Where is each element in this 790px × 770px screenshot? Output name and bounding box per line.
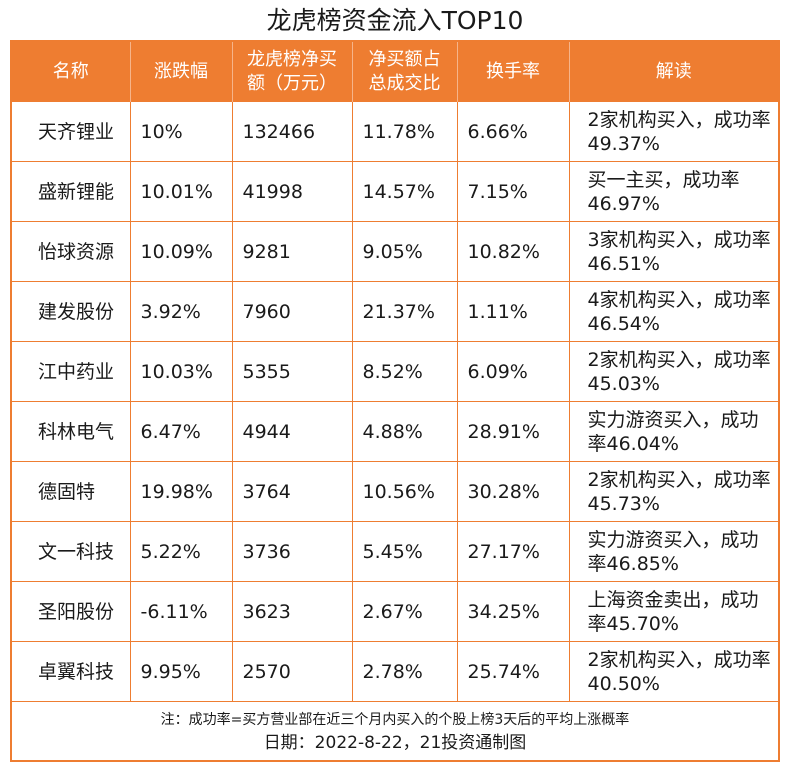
header-name: 名称	[12, 42, 130, 102]
cell-net-buy: 7960	[232, 281, 353, 342]
cell-change: 10.03%	[130, 341, 233, 402]
footer: 注：成功率=买方营业部在近三个月内买入的个股上榜3天后的平均上涨概率 日期：20…	[12, 703, 778, 755]
cell-net-ratio: 9.05%	[352, 221, 458, 282]
cell-change: -6.11%	[130, 581, 233, 642]
header-change: 涨跌幅	[129, 42, 232, 102]
cell-interpretation: 2家机构买入，成功率45.03%	[569, 341, 778, 402]
table-row: 盛新锂能 10.01% 41998 14.57% 7.15% 买一主买，成功率46.97%	[12, 161, 778, 222]
header-interpretation: 解读	[568, 42, 778, 102]
table-row: 圣阳股份 -6.11% 3623 2.67% 34.25% 上海资金卖出，成功率45.70…	[12, 581, 778, 642]
cell-net-buy: 4944	[232, 401, 353, 462]
cell-change: 6.47%	[130, 401, 233, 462]
cell-net-buy: 9281	[232, 221, 353, 282]
cell-turnover: 6.66%	[457, 102, 570, 162]
cell-name: 圣阳股份	[12, 581, 131, 642]
cell-net-ratio: 2.78%	[352, 641, 458, 702]
cell-interpretation: 买一主买，成功率46.97%	[569, 161, 778, 222]
top10-table: 名称 涨跌幅 龙虎榜净买额（万元） 净买额占总成交比 换手率 解读 天齐锂业 10…	[12, 42, 778, 702]
cell-interpretation: 2家机构买入，成功率49.37%	[569, 102, 778, 162]
cell-name: 文一科技	[12, 521, 131, 582]
cell-net-buy: 5355	[232, 341, 353, 402]
cell-net-ratio: 14.57%	[352, 161, 458, 222]
cell-name: 科林电气	[12, 401, 131, 462]
cell-net-ratio: 8.52%	[352, 341, 458, 402]
cell-name: 德固特	[12, 461, 131, 522]
cell-net-ratio: 21.37%	[352, 281, 458, 342]
cell-change: 3.92%	[130, 281, 233, 342]
header-net-buy: 龙虎榜净买额（万元）	[231, 42, 352, 102]
cell-net-ratio: 11.78%	[352, 102, 458, 162]
table-row: 德固特 19.98% 3764 10.56% 30.28% 2家机构买入，成功率45.73…	[12, 461, 778, 522]
cell-name: 天齐锂业	[12, 102, 131, 162]
cell-interpretation: 2家机构买入，成功率40.50%	[569, 641, 778, 702]
table-row: 江中药业 10.03% 5355 8.52% 6.09% 2家机构买入，成功率45.03%	[12, 341, 778, 402]
cell-turnover: 34.25%	[457, 581, 570, 642]
table-header-row: 名称 涨跌幅 龙虎榜净买额（万元） 净买额占总成交比 换手率 解读	[12, 42, 778, 102]
table-frame: 名称 涨跌幅 龙虎榜净买额（万元） 净买额占总成交比 换手率 解读 天齐锂业 10…	[10, 40, 780, 762]
cell-net-buy: 3736	[232, 521, 353, 582]
footnote: 注：成功率=买方营业部在近三个月内买入的个股上榜3天后的平均上涨概率	[160, 712, 630, 728]
cell-net-buy: 3764	[232, 461, 353, 522]
cell-net-ratio: 5.45%	[352, 521, 458, 582]
cell-turnover: 1.11%	[457, 281, 570, 342]
cell-net-buy: 132466	[232, 102, 353, 162]
table-row: 科林电气 6.47% 4944 4.88% 28.91% 实力游资买入，成功率46.04%	[12, 401, 778, 462]
cell-turnover: 6.09%	[457, 341, 570, 402]
cell-name: 盛新锂能	[12, 161, 131, 222]
table-row: 天齐锂业 10% 132466 11.78% 6.66% 2家机构买入，成功率49.37%	[12, 102, 778, 162]
cell-turnover: 27.17%	[457, 521, 570, 582]
cell-name: 卓翼科技	[12, 641, 131, 702]
cell-change: 10%	[130, 102, 233, 162]
table-row: 建发股份 3.92% 7960 21.37% 1.11% 4家机构买入，成功率46.54%	[12, 281, 778, 342]
cell-net-buy: 41998	[232, 161, 353, 222]
cell-change: 10.01%	[130, 161, 233, 222]
cell-interpretation: 2家机构买入，成功率45.73%	[569, 461, 778, 522]
cell-net-ratio: 2.67%	[352, 581, 458, 642]
date-credit: 日期：2022-8-22，21投资通制图	[263, 733, 527, 753]
cell-turnover: 30.28%	[457, 461, 570, 522]
cell-net-ratio: 4.88%	[352, 401, 458, 462]
cell-interpretation: 上海资金卖出，成功率45.70%	[569, 581, 778, 642]
table-row: 文一科技 5.22% 3736 5.45% 27.17% 实力游资买入，成功率46.85%	[12, 521, 778, 582]
cell-turnover: 10.82%	[457, 221, 570, 282]
cell-interpretation: 实力游资买入，成功率46.85%	[569, 521, 778, 582]
cell-net-buy: 2570	[232, 641, 353, 702]
cell-change: 5.22%	[130, 521, 233, 582]
table-row: 卓翼科技 9.95% 2570 2.78% 25.74% 2家机构买入，成功率40.50%	[12, 641, 778, 702]
cell-interpretation: 3家机构买入，成功率46.51%	[569, 221, 778, 282]
cell-change: 10.09%	[130, 221, 233, 282]
cell-name: 怡球资源	[12, 221, 131, 282]
cell-interpretation: 实力游资买入，成功率46.04%	[569, 401, 778, 462]
cell-name: 建发股份	[12, 281, 131, 342]
header-turnover: 换手率	[456, 42, 569, 102]
cell-net-ratio: 10.56%	[352, 461, 458, 522]
header-net-ratio: 净买额占总成交比	[351, 42, 457, 102]
cell-turnover: 25.74%	[457, 641, 570, 702]
cell-name: 江中药业	[12, 341, 131, 402]
cell-change: 9.95%	[130, 641, 233, 702]
cell-change: 19.98%	[130, 461, 233, 522]
cell-net-buy: 3623	[232, 581, 353, 642]
cell-turnover: 28.91%	[457, 401, 570, 462]
table-row: 怡球资源 10.09% 9281 9.05% 10.82% 3家机构买入，成功率46.51…	[12, 221, 778, 282]
page-title: 龙虎榜资金流入TOP10	[266, 6, 524, 35]
cell-turnover: 7.15%	[457, 161, 570, 222]
cell-interpretation: 4家机构买入，成功率46.54%	[569, 281, 778, 342]
